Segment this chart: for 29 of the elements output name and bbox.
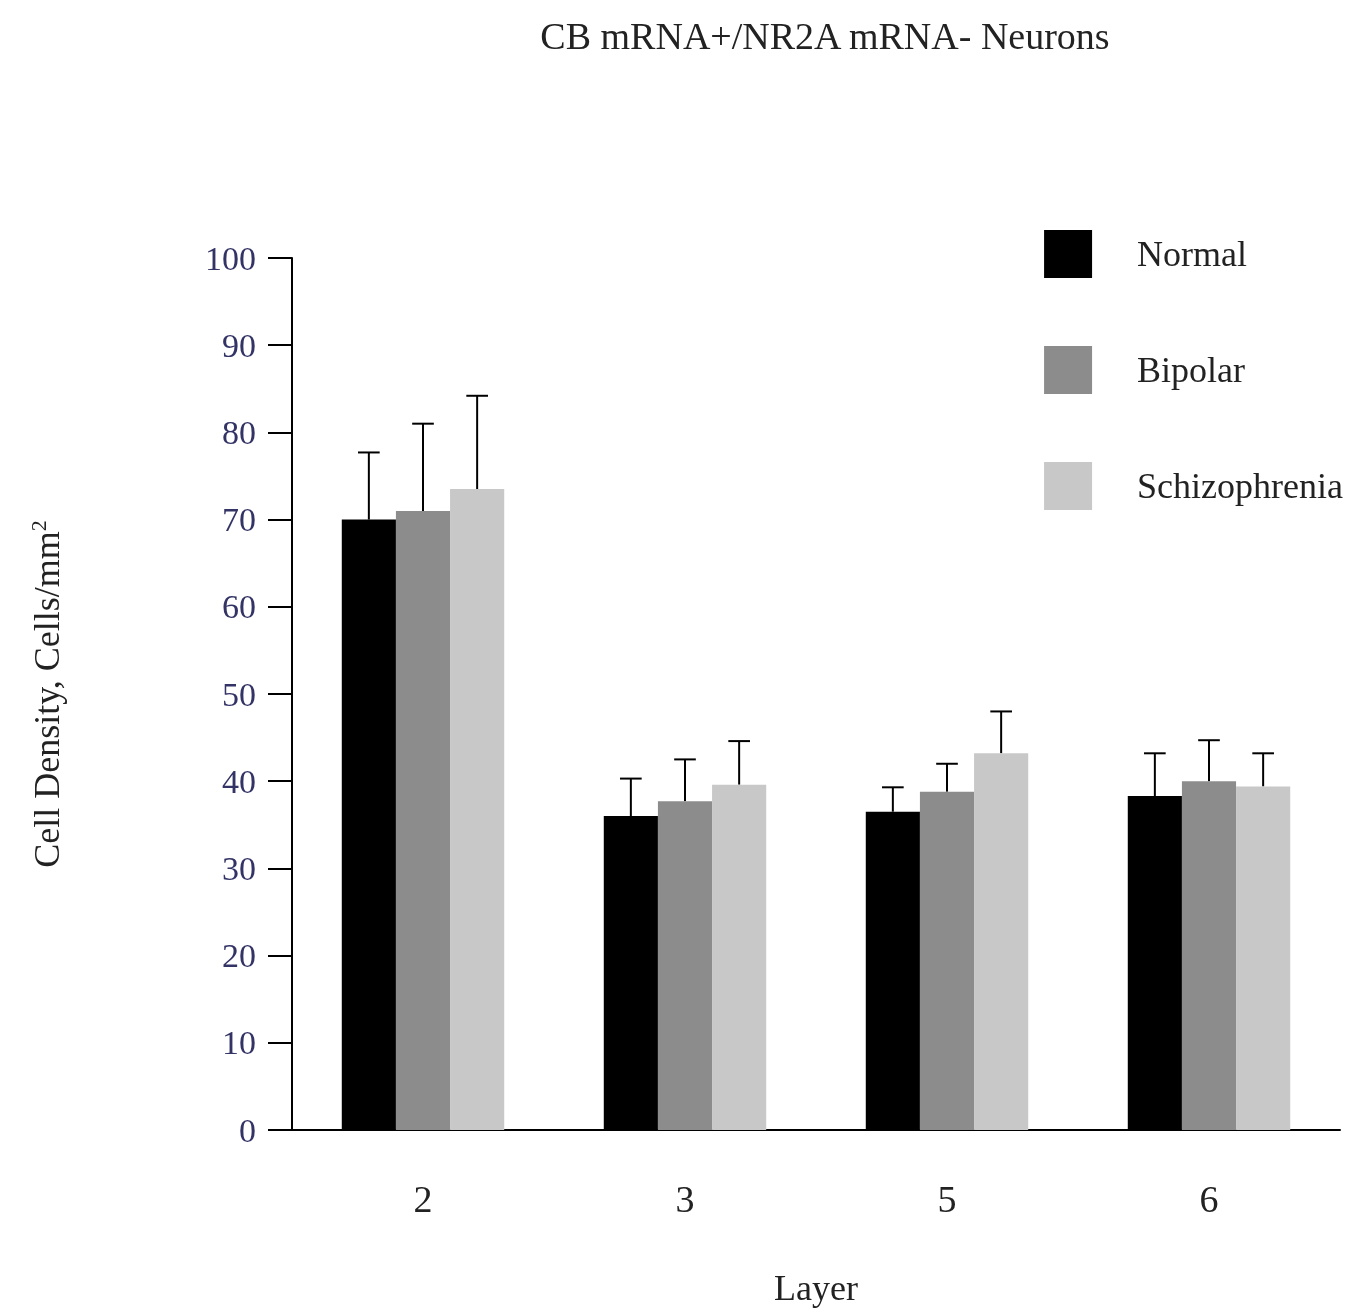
chart-title: CB mRNA+/NR2A mRNA- Neurons <box>540 15 1110 57</box>
bar <box>974 753 1029 1130</box>
y-tick-label: 80 <box>222 413 256 451</box>
y-axis-title: Cell Density, Cells/mm2 <box>25 520 67 868</box>
y-tick-label: 100 <box>205 239 256 277</box>
y-tick-label: 70 <box>222 501 256 539</box>
y-tick-label: 0 <box>239 1111 256 1149</box>
x-tick-label: 6 <box>1199 1178 1219 1220</box>
legend-label: Bipolar <box>1137 350 1246 390</box>
y-tick-label: 60 <box>222 588 256 626</box>
y-tick-label: 40 <box>222 762 256 800</box>
bar <box>657 801 713 1130</box>
x-axis-title: Layer <box>774 1268 858 1308</box>
bar <box>712 784 767 1130</box>
legend-label: Normal <box>1137 234 1248 274</box>
x-tick-label: 3 <box>675 1178 695 1220</box>
y-tick-label: 20 <box>222 937 256 975</box>
x-tick-label: 5 <box>937 1178 957 1220</box>
y-tick-label: 90 <box>222 326 256 364</box>
bar <box>395 510 451 1130</box>
y-tick-label: 50 <box>222 675 256 713</box>
bar <box>1236 786 1291 1130</box>
bar <box>450 489 505 1130</box>
bar <box>1181 781 1237 1130</box>
y-tick-label: 30 <box>222 849 256 887</box>
y-tick-label: 10 <box>222 1024 256 1062</box>
bar <box>919 791 975 1130</box>
legend-label: Schizophrenia <box>1137 466 1344 506</box>
x-tick-label: 2 <box>413 1178 433 1220</box>
